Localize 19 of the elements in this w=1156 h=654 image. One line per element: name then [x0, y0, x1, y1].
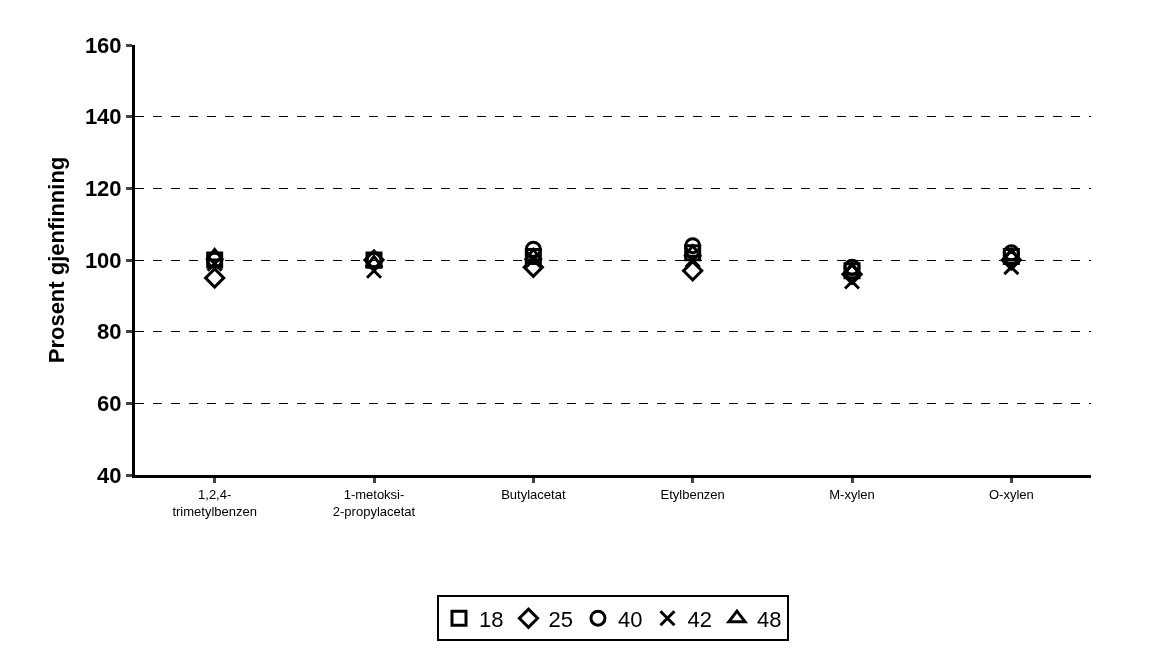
x-tick-label: 1-metoksi-2-propylacetat [332, 486, 416, 519]
x-tick-label: Etylbenzen [660, 486, 725, 502]
x-tick-label: O-xylen [988, 486, 1034, 502]
y-tick-label: 80 [97, 319, 122, 345]
y-tick-label: 60 [97, 391, 122, 417]
y-tick-label: 140 [84, 104, 122, 130]
legend-label: 48 [756, 606, 782, 632]
x-tick-label: 1,2,4-trimetylbenzen [172, 486, 257, 519]
legend-label: 18 [479, 606, 504, 632]
legend-label: 42 [687, 606, 712, 632]
y-tick-label: 40 [97, 462, 122, 488]
x-tick-label: M-xylen [829, 486, 875, 502]
x-tick-label: Butylacetat [501, 486, 566, 502]
y-axis-title: Prosent gjenfinning [43, 156, 69, 364]
legend-label: 25 [548, 606, 573, 632]
y-tick-label: 120 [84, 176, 122, 202]
legend-label: 40 [617, 606, 643, 632]
y-tick-label: 160 [84, 32, 122, 58]
y-tick-label: 100 [84, 247, 122, 273]
